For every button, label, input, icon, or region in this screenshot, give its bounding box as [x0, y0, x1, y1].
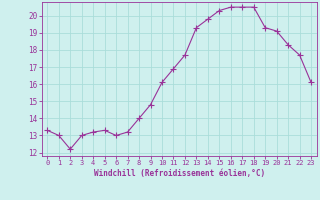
- X-axis label: Windchill (Refroidissement éolien,°C): Windchill (Refroidissement éolien,°C): [94, 169, 265, 178]
